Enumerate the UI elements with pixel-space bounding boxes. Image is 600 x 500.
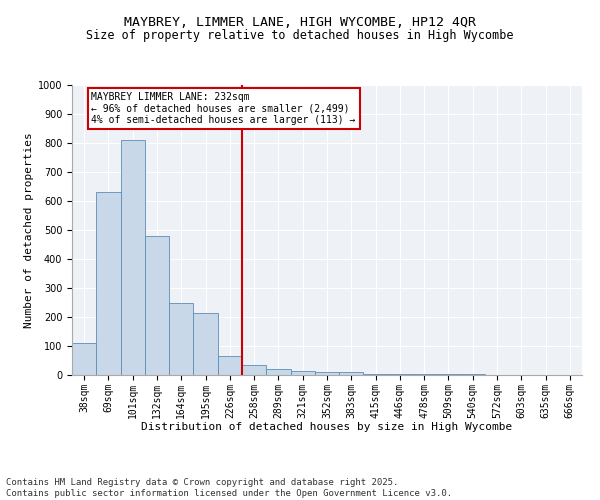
Bar — [242, 365, 266, 375]
Bar — [412, 374, 436, 375]
Bar — [364, 374, 388, 375]
Bar — [266, 369, 290, 375]
Bar — [461, 374, 485, 375]
Bar — [145, 236, 169, 375]
Bar — [193, 312, 218, 375]
X-axis label: Distribution of detached houses by size in High Wycombe: Distribution of detached houses by size … — [142, 422, 512, 432]
Bar — [72, 343, 96, 375]
Bar — [121, 140, 145, 375]
Bar — [169, 302, 193, 375]
Bar — [315, 372, 339, 375]
Bar — [290, 370, 315, 375]
Bar — [218, 356, 242, 375]
Text: Contains HM Land Registry data © Crown copyright and database right 2025.
Contai: Contains HM Land Registry data © Crown c… — [6, 478, 452, 498]
Text: MAYBREY, LIMMER LANE, HIGH WYCOMBE, HP12 4QR: MAYBREY, LIMMER LANE, HIGH WYCOMBE, HP12… — [124, 16, 476, 29]
Bar — [339, 372, 364, 375]
Bar — [388, 374, 412, 375]
Y-axis label: Number of detached properties: Number of detached properties — [23, 132, 34, 328]
Bar — [96, 192, 121, 375]
Text: Size of property relative to detached houses in High Wycombe: Size of property relative to detached ho… — [86, 30, 514, 43]
Text: MAYBREY LIMMER LANE: 232sqm
← 96% of detached houses are smaller (2,499)
4% of s: MAYBREY LIMMER LANE: 232sqm ← 96% of det… — [91, 92, 356, 126]
Bar — [436, 374, 461, 375]
